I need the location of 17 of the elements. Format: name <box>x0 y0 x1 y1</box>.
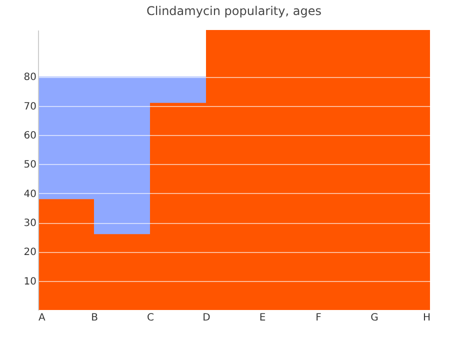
y-tick-label: 50 <box>24 160 36 171</box>
y-tick-label: 70 <box>24 101 36 112</box>
y-tick-label: 20 <box>24 247 36 258</box>
x-tick-label: A <box>38 312 46 324</box>
x-tick-label: H <box>422 312 430 324</box>
x-tick-label: B <box>91 312 98 324</box>
x-tick-label: D <box>202 312 211 324</box>
x-tick-label: E <box>259 312 266 324</box>
x-tick-label: F <box>316 312 322 324</box>
y-tick-label: 30 <box>24 218 36 229</box>
chart-title: Clindamycin popularity, ages <box>146 4 322 18</box>
y-tick-label: 10 <box>24 276 36 288</box>
x-tick-label: C <box>147 312 154 324</box>
x-tick-label: G <box>370 312 378 324</box>
y-tick-label: 40 <box>24 188 36 200</box>
y-tick-label: 60 <box>24 130 36 142</box>
y-tick-label: 80 <box>24 72 36 84</box>
